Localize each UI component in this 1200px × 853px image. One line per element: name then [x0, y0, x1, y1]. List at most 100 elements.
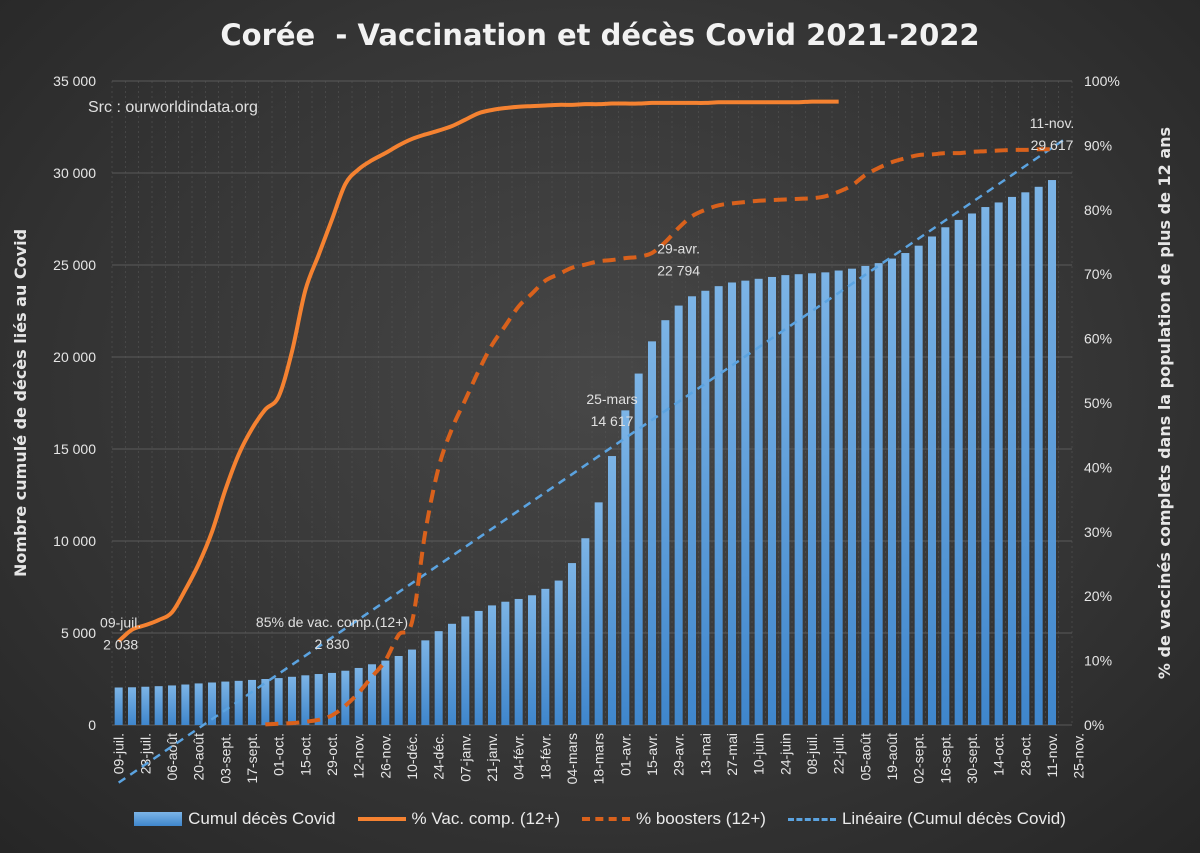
bar	[261, 679, 270, 725]
y2-tick-label: 10%	[1084, 653, 1112, 669]
bar	[168, 685, 176, 725]
x-tick-label: 16-sept.	[937, 733, 953, 784]
y2-axis-title: % de vaccinés complets dans la populatio…	[1155, 127, 1174, 679]
bar	[554, 580, 563, 725]
x-tick-label: 05-août	[857, 733, 873, 781]
bar	[221, 681, 230, 725]
bar	[621, 410, 630, 725]
x-tick-label: 26-nov.	[377, 733, 393, 779]
y-tick-label: 25 000	[53, 257, 96, 273]
y-tick-label: 10 000	[53, 533, 96, 549]
data-label-date: 09-juil.	[100, 615, 141, 631]
x-tick-label: 19-août	[884, 733, 900, 781]
x-tick-label: 21-janv.	[484, 733, 500, 782]
x-tick-label: 14-oct.	[991, 733, 1007, 776]
legend-deaths: Cumul décès Covid	[134, 809, 336, 829]
y-tick-label: 0	[88, 717, 96, 733]
data-label-date: 11-nov.	[1030, 115, 1075, 131]
x-tick-label: 29-avr.	[671, 733, 687, 776]
bar	[994, 202, 1003, 725]
bar	[328, 672, 336, 725]
bar	[914, 245, 923, 725]
bar	[928, 236, 936, 726]
y2-tick-label: 0%	[1084, 717, 1104, 733]
bar	[568, 563, 576, 725]
bar	[968, 213, 976, 726]
bar	[808, 273, 816, 725]
y-tick-label: 20 000	[53, 349, 96, 365]
legend-label: % boosters (12+)	[636, 809, 766, 828]
y2-tick-label: 50%	[1084, 395, 1112, 411]
bar	[528, 595, 536, 725]
bar	[768, 276, 776, 725]
boosters-line	[265, 147, 1053, 727]
bar	[181, 684, 190, 725]
bar	[941, 227, 950, 725]
bar	[688, 296, 696, 725]
data-label-date: 25-mars	[586, 391, 637, 407]
bar	[861, 265, 870, 725]
bar	[341, 670, 350, 725]
y2-tick-label: 30%	[1084, 524, 1112, 540]
bar	[581, 538, 590, 725]
bar	[781, 275, 790, 725]
legend-swatch-dashed	[582, 817, 631, 821]
legend-label: Linéaire (Cumul décès Covid)	[841, 809, 1066, 828]
x-tick-label: 17-sept.	[244, 733, 260, 784]
bar	[114, 687, 123, 725]
data-label-value: 22 794	[657, 263, 700, 279]
x-tick-label: 10-déc.	[404, 733, 420, 780]
x-tick-label: 10-juin	[751, 733, 767, 775]
bar	[674, 305, 683, 725]
legend: Cumul décès Covid % Vac. comp. (12+) % b…	[0, 809, 1200, 829]
y2-tick-label: 100%	[1084, 73, 1120, 89]
bar	[981, 207, 990, 726]
x-tick-label: 12-nov.	[351, 733, 367, 779]
bar	[714, 286, 723, 725]
x-tick-label: 13-mai	[697, 733, 713, 776]
bar	[141, 686, 150, 725]
x-tick-label: 24-juin	[777, 733, 793, 775]
y-tick-label: 5 000	[61, 625, 96, 641]
legend-swatch-trend	[787, 817, 836, 821]
bar	[741, 280, 750, 725]
bar	[368, 664, 376, 725]
y2-tick-label: 20%	[1084, 588, 1112, 604]
x-tick-label: 25-nov.	[1071, 733, 1087, 779]
x-tick-label: 06-août	[164, 733, 180, 781]
bar	[208, 682, 216, 725]
bar	[754, 278, 763, 725]
x-tick-label: 18-févr.	[537, 733, 553, 780]
y-tick-label: 35 000	[53, 73, 96, 89]
bar	[154, 686, 163, 725]
bar	[474, 610, 483, 725]
bar	[488, 605, 496, 725]
bar	[128, 687, 136, 725]
x-tick-label: 30-sept.	[964, 733, 980, 784]
bar	[888, 258, 896, 725]
bar	[661, 320, 670, 725]
trendline	[117, 137, 1067, 784]
x-tick-label: 29-oct.	[324, 733, 340, 776]
source-label: Src : ourworldindata.org	[88, 99, 258, 116]
x-tick-label: 20-août	[191, 733, 207, 781]
bar	[901, 253, 910, 726]
x-tick-label: 24-déc.	[431, 733, 447, 780]
bar	[1008, 196, 1016, 726]
bar	[608, 456, 616, 725]
x-tick-label: 01-avr.	[617, 733, 633, 776]
x-tick-label: 22-juil.	[831, 733, 847, 774]
bar	[288, 676, 296, 725]
x-tick-label: 15-oct.	[297, 733, 313, 776]
y-tick-label: 30 000	[53, 165, 96, 181]
bar	[594, 502, 603, 725]
legend-label: % Vac. comp. (12+)	[411, 809, 561, 828]
x-tick-label: 28-oct.	[1017, 733, 1033, 776]
bar	[448, 623, 456, 725]
bar	[1034, 186, 1043, 726]
data-label-value: 29 617	[1031, 137, 1074, 153]
bar	[1021, 192, 1030, 725]
x-tick-label: 03-sept.	[217, 733, 233, 784]
bar	[234, 680, 243, 725]
legend-label: Cumul décès Covid	[188, 809, 336, 828]
